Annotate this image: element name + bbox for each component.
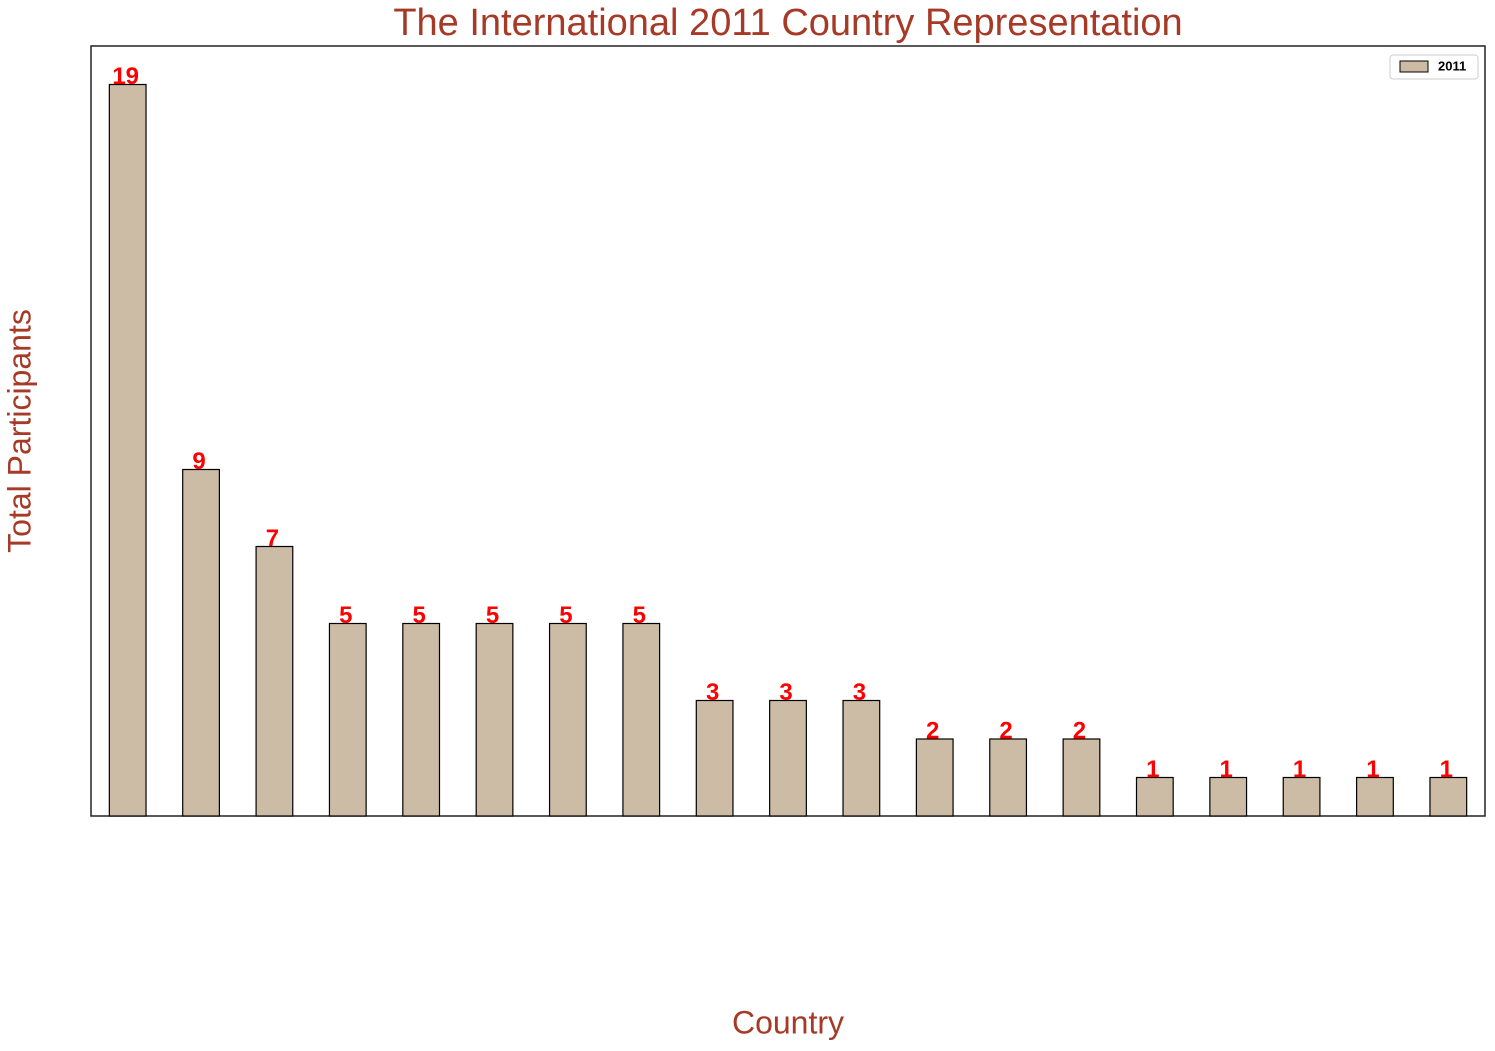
bar <box>769 699 807 817</box>
value-label: 3 <box>779 679 792 706</box>
bar <box>548 622 587 817</box>
bar <box>1209 776 1248 817</box>
bar <box>1135 776 1174 817</box>
legend-label: 2011 <box>1438 58 1466 73</box>
bar <box>255 545 294 817</box>
bar <box>328 622 367 817</box>
legend-swatch <box>1399 60 1429 73</box>
value-label: 1 <box>1366 756 1379 783</box>
value-label: 3 <box>853 679 866 706</box>
bar <box>475 622 514 817</box>
bar <box>402 622 441 817</box>
bar <box>989 738 1028 817</box>
value-label: 2 <box>926 717 939 744</box>
value-label: 7 <box>266 525 279 552</box>
y-axis-label: Total Participants <box>1 309 37 553</box>
value-label: 3 <box>706 679 719 706</box>
bar <box>1429 776 1468 817</box>
value-label: 5 <box>412 602 425 629</box>
value-label: 1 <box>1146 756 1159 783</box>
bar <box>915 738 954 817</box>
x-axis-label: Country <box>732 1004 844 1040</box>
value-label: 19 <box>112 63 139 90</box>
value-label: 2 <box>999 717 1012 744</box>
bar <box>1062 738 1101 817</box>
value-label: 9 <box>192 448 205 475</box>
value-label: 5 <box>486 602 499 629</box>
bar <box>842 699 881 817</box>
bar <box>695 699 734 817</box>
value-label: 5 <box>339 602 352 629</box>
value-label: 5 <box>559 602 572 629</box>
bar <box>182 468 220 817</box>
value-label: 1 <box>1440 756 1453 783</box>
bar <box>1282 776 1321 817</box>
value-label: 5 <box>633 602 646 629</box>
value-label: 1 <box>1293 756 1306 783</box>
value-label: 1 <box>1220 756 1233 783</box>
chart-title: The International 2011 Country Represent… <box>393 2 1182 44</box>
value-label: 2 <box>1073 717 1086 744</box>
bar <box>622 622 661 817</box>
bar <box>1356 776 1394 817</box>
bar <box>108 83 147 817</box>
